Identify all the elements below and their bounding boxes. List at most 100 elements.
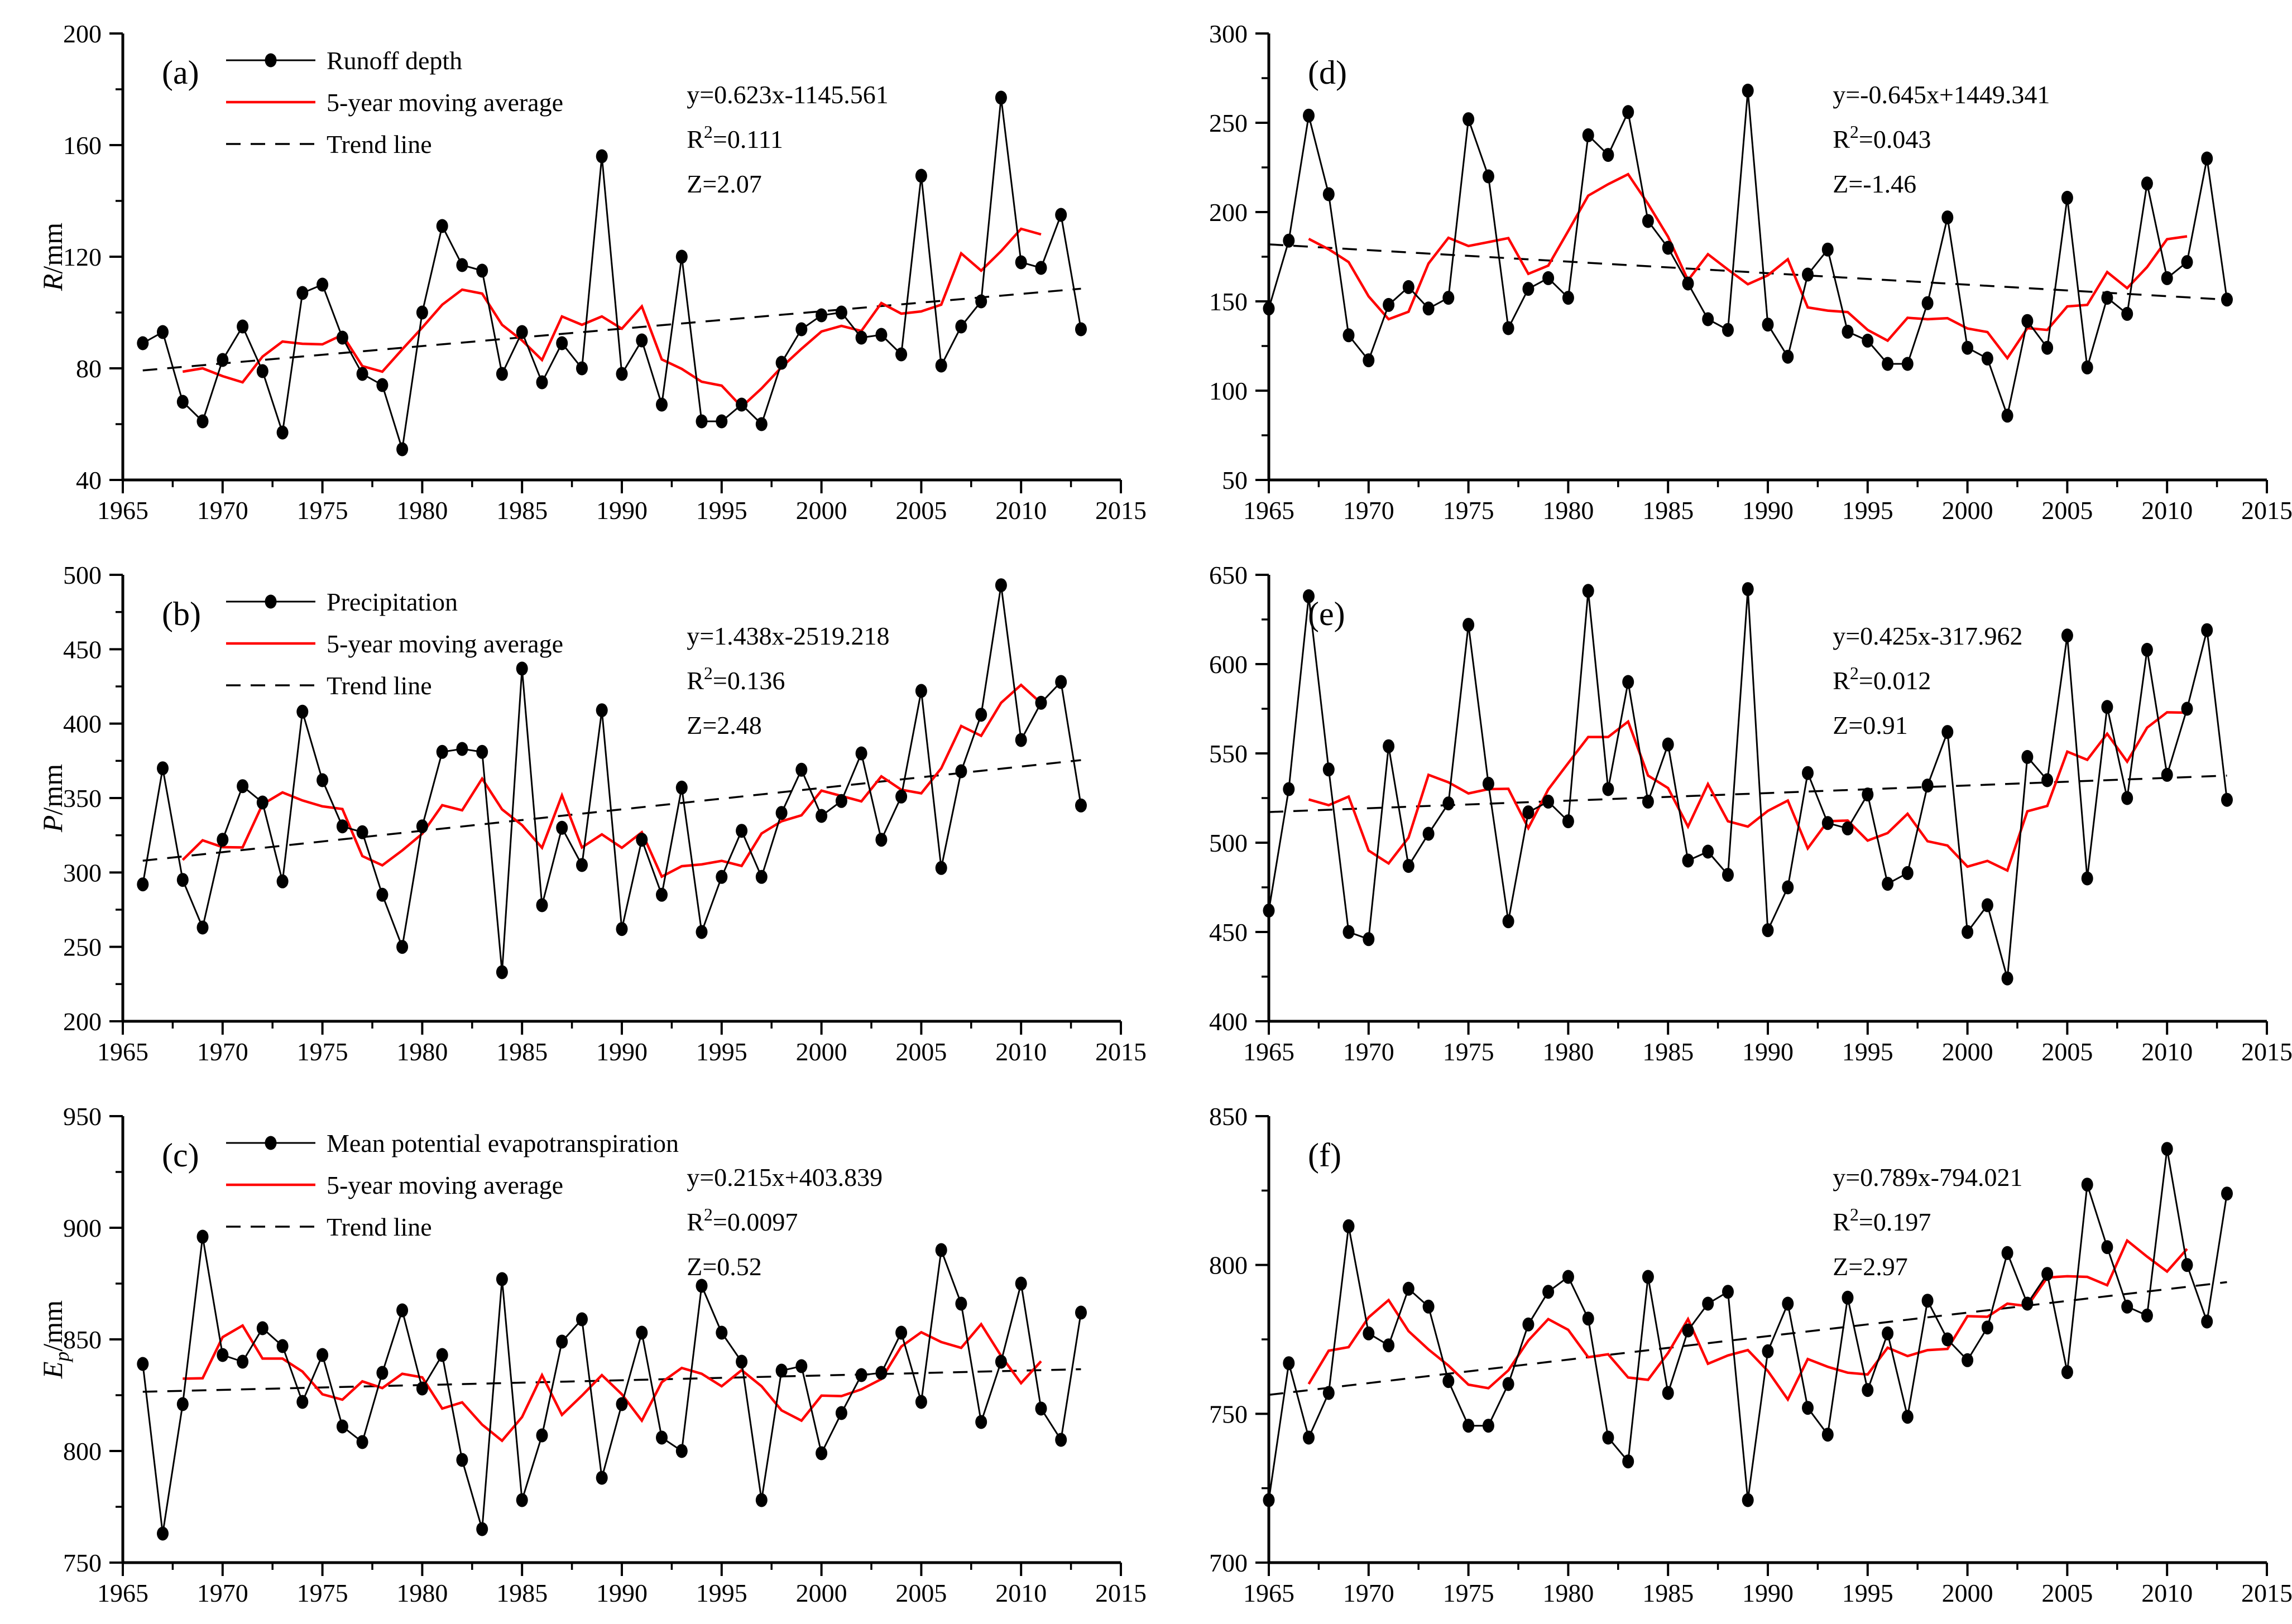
y-tick-label: 100 [1209,377,1248,405]
data-point [1383,1338,1395,1353]
annotation-r-squared: R2=0.012 [1833,663,1931,695]
data-point [1722,868,1734,882]
data-point [2001,971,2013,986]
annotation-equation: y=1.438x-2519.218 [687,622,889,650]
data-point [995,578,1007,593]
data-point [536,898,548,912]
y-tick-label: 250 [63,933,102,962]
annotation: y=1.438x-2519.218 R2=0.136 Z=2.48 [687,622,889,739]
data-point [496,367,508,381]
x-tick-label: 1980 [396,1037,448,1066]
data-point [2201,623,2213,637]
data-point [2041,340,2054,355]
x-tick-label: 2000 [1942,1037,1993,1066]
data-line [142,585,1082,973]
data-point [1522,805,1535,820]
data-point [2121,306,2133,321]
data-point [775,806,788,820]
annotation-r-squared: R2=0.197 [1833,1204,1931,1236]
data-point [875,833,888,847]
data-point [256,364,268,378]
trend-line [1268,775,2227,813]
y-tick-label: 200 [63,1007,102,1036]
data-point [1482,1419,1494,1433]
data-point [1322,762,1335,777]
y-tick-label: 300 [63,858,102,887]
data-point [1862,787,1874,802]
data-point [556,1334,568,1349]
x-tick-label: 2015 [2241,1037,2292,1066]
data-point [675,780,688,795]
y-tick-label: 350 [63,784,102,813]
moving-average-line [183,1322,1042,1443]
data-point [1542,794,1555,809]
data-point [1015,1276,1027,1291]
x-tick-label: 1965 [1243,1579,1294,1607]
data-point [1981,898,1993,912]
data-point [1962,925,1974,939]
data-point [1782,349,1794,364]
data-point [1522,1317,1535,1332]
x-tick-label: 2005 [895,1579,947,1607]
figure-row-2: 200 250 300 350 400 450 500 1965 1970 1975 1980 198… [0,541,2292,1083]
x-tick-label: 2000 [796,1037,847,1066]
data-point [1821,1428,1834,1442]
data-point [1962,340,1974,355]
data-point [1622,105,1634,119]
data-point [137,336,149,350]
data-point [1015,733,1027,747]
axes [1267,33,2267,482]
data-point [1682,1323,1694,1338]
axes [121,1116,1121,1564]
data-point [816,809,828,823]
data-point [396,940,409,954]
data-point [576,1312,588,1327]
annotation-z: Z=0.91 [1833,711,1908,739]
y-tick-label: 600 [1209,650,1248,679]
data-point [1702,844,1714,859]
y-tick-label: 550 [1209,739,1248,768]
data-points [1263,1142,2233,1507]
x-tick-label: 2010 [2141,1037,2193,1066]
data-point [1762,923,1774,938]
x-tick-label: 1970 [1343,1579,1394,1607]
data-point [1921,779,1934,793]
data-point [696,414,708,429]
x-tick-label: 1970 [197,1579,248,1607]
x-ticks: 1965 1970 1975 1980 1985 1990 1995 2000 2005 2010… [1243,480,2292,525]
x-tick-label: 1995 [696,1579,747,1607]
data-point [2081,871,2093,886]
panel-b-precipitation-chart: 200 250 300 350 400 450 500 1965 1970 1975 1980 198… [37,561,1146,1066]
data-point [1542,271,1555,285]
data-point [1642,794,1654,809]
data-point [1422,301,1435,316]
data-point [2081,1178,2093,1192]
legend-label-series: Mean potential evapotranspiration [327,1129,679,1157]
data-point [1322,187,1335,201]
y-tick-label: 300 [1209,20,1248,48]
data-point [436,1348,448,1362]
trend-line [142,759,1081,862]
y-tick-label: 650 [1209,561,1248,589]
annotation: y=-0.645x+1449.341 R2=0.043 Z=-1.46 [1833,80,2050,198]
x-tick-label: 1975 [297,1579,348,1607]
data-point [237,779,249,794]
data-point [2061,190,2073,205]
data-point [1941,210,1954,225]
annotation-equation: y=0.789x-794.021 [1833,1163,2022,1191]
y-tick-label: 850 [1209,1102,1248,1131]
data-point [696,1279,708,1293]
data-point [276,425,289,440]
legend-label-series: Precipitation [327,588,458,616]
x-ticks: 1965 1970 1975 1980 1985 1990 1995 2000 2005 2010… [1243,1021,2292,1066]
data-point [157,761,169,776]
figure-row-3: 750 800 850 900 950 1965 1970 1975 1980 1985 1990 1… [0,1083,2292,1624]
data-point [775,1363,788,1378]
x-tick-label: 1985 [1642,1579,1694,1607]
x-tick-label: 1970 [1343,1037,1394,1066]
data-point [2021,749,2034,764]
data-point [1383,297,1395,312]
data-point [1075,1305,1087,1320]
data-point [1363,1326,1375,1340]
